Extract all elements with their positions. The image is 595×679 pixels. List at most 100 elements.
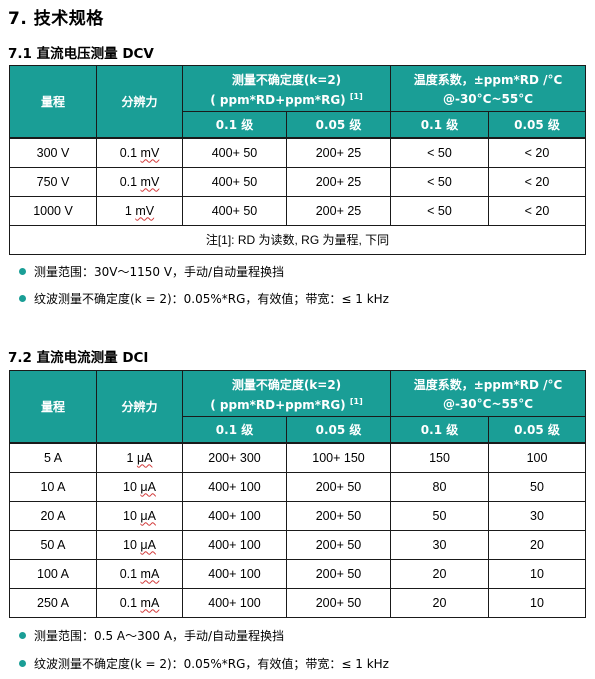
cell-tempco-005: 10: [488, 558, 586, 589]
header-tempco-grade-01: 0.1 级: [390, 416, 489, 443]
uncertainty-unit-line: ( ppm*RD+ppm*RG) [1]: [183, 92, 390, 107]
list-item: 测量范围：30V～1150 V，手动/自动量程换挡: [19, 263, 284, 280]
cell-tempco-005: 10: [488, 587, 586, 618]
cell-range: 1000 V: [9, 195, 97, 226]
cell-uncertainty-005: 200+ 25: [286, 195, 391, 226]
cell-range: 100 A: [9, 558, 97, 589]
table-row: 300 V 0.1 mV 400+ 50 200+ 25 < 50 < 20: [9, 137, 586, 168]
header-range: 量程: [9, 370, 97, 443]
bullet-dot-icon: [19, 660, 26, 667]
bullet-dot-icon: [19, 268, 26, 275]
section-title: 7. 技术规格: [8, 9, 104, 29]
header-range: 量程: [9, 65, 97, 138]
cell-tempco-005: 30: [488, 500, 586, 531]
list-item: 纹波测量不确定度(k = 2)：0.05%*RG，有效值；带宽：≤ 1 kHz: [19, 290, 389, 307]
header-grade-01: 0.1 级: [182, 111, 287, 138]
cell-resolution: 1 μA: [96, 442, 183, 473]
cell-uncertainty-005: 200+ 50: [286, 587, 391, 618]
dcv-table: 量程 分辨力 测量不确定度(k=2) ( ppm*RD+ppm*RG) [1] …: [9, 65, 586, 255]
cell-uncertainty-01: 400+ 50: [182, 137, 287, 168]
dcv-title: 7.1 直流电压测量 DCV: [8, 46, 154, 62]
cell-tempco-01: < 50: [390, 166, 489, 197]
dci-title: 7.2 直流电流测量 DCI: [8, 350, 149, 366]
tempco-title: 温度系数，±ppm*RD /°C: [413, 378, 563, 392]
cell-uncertainty-005: 100+ 150: [286, 442, 391, 473]
cell-resolution: 0.1 mA: [96, 587, 183, 618]
table-row: 5 A 1 μA 200+ 300 100+ 150 150 100: [9, 442, 586, 473]
header-tempco: 温度系数，±ppm*RD /°C @-30°C~55°C: [390, 65, 586, 112]
cell-range: 250 A: [9, 587, 97, 618]
header-tempco-grade-005: 0.05 级: [488, 111, 586, 138]
cell-tempco-01: 20: [390, 587, 489, 618]
cell-uncertainty-005: 200+ 25: [286, 166, 391, 197]
cell-resolution: 0.1 mV: [96, 166, 183, 197]
uncertainty-unit-line: ( ppm*RD+ppm*RG) [1]: [183, 397, 390, 412]
cell-resolution: 10 μA: [96, 471, 183, 502]
cell-tempco-005: 100: [488, 442, 586, 473]
cell-resolution: 0.1 mA: [96, 558, 183, 589]
cell-uncertainty-01: 200+ 300: [182, 442, 287, 473]
cell-uncertainty-005: 200+ 50: [286, 471, 391, 502]
uncertainty-title: 测量不确定度(k=2): [231, 72, 342, 87]
cell-uncertainty-01: 400+ 50: [182, 166, 287, 197]
list-item: 纹波测量不确定度(k = 2)：0.05%*RG，有效值；带宽：≤ 1 kHz: [19, 655, 389, 672]
cell-tempco-01: 80: [390, 471, 489, 502]
uncertainty-unit: ( ppm*RD+ppm*RG): [210, 92, 346, 107]
table-row: 1000 V 1 mV 400+ 50 200+ 25 < 50 < 20: [9, 195, 586, 226]
bullet-dot-icon: [19, 295, 26, 302]
cell-range: 5 A: [9, 442, 97, 473]
header-grade-005: 0.05 级: [286, 111, 391, 138]
table-row: 20 A 10 μA 400+ 100 200+ 50 50 30: [9, 500, 586, 531]
cell-tempco-01: < 50: [390, 195, 489, 226]
cell-tempco-01: 50: [390, 500, 489, 531]
header-tempco: 温度系数，±ppm*RD /°C @-30°C~55°C: [390, 370, 586, 417]
header-tempco-grade-01: 0.1 级: [390, 111, 489, 138]
cell-tempco-005: 50: [488, 471, 586, 502]
header-grade-01: 0.1 级: [182, 416, 287, 443]
header-uncertainty: 测量不确定度(k=2) ( ppm*RD+ppm*RG) [1]: [182, 65, 391, 112]
cell-uncertainty-01: 400+ 100: [182, 587, 287, 618]
list-item: 测量范围：0.5 A～300 A，手动/自动量程换挡: [19, 627, 284, 644]
cell-uncertainty-005: 200+ 50: [286, 500, 391, 531]
cell-uncertainty-01: 400+ 100: [182, 500, 287, 531]
footnote-ref: [1]: [349, 396, 363, 406]
cell-uncertainty-01: 400+ 100: [182, 529, 287, 560]
cell-tempco-01: 20: [390, 558, 489, 589]
cell-tempco-005: < 20: [488, 195, 586, 226]
note-row: 注[1]: RD 为读数, RG 为量程, 下同: [9, 224, 586, 255]
bullet-dot-icon: [19, 632, 26, 639]
cell-tempco-005: < 20: [488, 137, 586, 168]
tempco-range: @-30°C~55°C: [442, 397, 534, 411]
cell-uncertainty-005: 200+ 50: [286, 529, 391, 560]
uncertainty-unit: ( ppm*RD+ppm*RG): [210, 397, 346, 412]
cell-tempco-005: < 20: [488, 166, 586, 197]
uncertainty-title: 测量不确定度(k=2): [231, 377, 342, 392]
header-grade-005: 0.05 级: [286, 416, 391, 443]
cell-resolution: 1 mV: [96, 195, 183, 226]
header-uncertainty: 测量不确定度(k=2) ( ppm*RD+ppm*RG) [1]: [182, 370, 391, 417]
cell-tempco-01: 150: [390, 442, 489, 473]
cell-uncertainty-005: 200+ 25: [286, 137, 391, 168]
cell-uncertainty-01: 400+ 100: [182, 558, 287, 589]
cell-tempco-005: 20: [488, 529, 586, 560]
dci-table: 量程 分辨力 测量不确定度(k=2) ( ppm*RD+ppm*RG) [1] …: [9, 370, 586, 618]
footnote: 注[1]: RD 为读数, RG 为量程, 下同: [9, 224, 586, 255]
cell-resolution: 10 μA: [96, 529, 183, 560]
header-resolution: 分辨力: [96, 370, 183, 443]
header-tempco-grade-005: 0.05 级: [488, 416, 586, 443]
tempco-range: @-30°C~55°C: [442, 92, 534, 106]
cell-uncertainty-01: 400+ 50: [182, 195, 287, 226]
cell-tempco-01: 30: [390, 529, 489, 560]
cell-range: 750 V: [9, 166, 97, 197]
cell-tempco-01: < 50: [390, 137, 489, 168]
table-row: 750 V 0.1 mV 400+ 50 200+ 25 < 50 < 20: [9, 166, 586, 197]
cell-uncertainty-01: 400+ 100: [182, 471, 287, 502]
table-row: 250 A 0.1 mA 400+ 100 200+ 50 20 10: [9, 587, 586, 618]
table-row: 10 A 10 μA 400+ 100 200+ 50 80 50: [9, 471, 586, 502]
cell-range: 50 A: [9, 529, 97, 560]
table-row: 50 A 10 μA 400+ 100 200+ 50 30 20: [9, 529, 586, 560]
tempco-title: 温度系数，±ppm*RD /°C: [413, 73, 563, 87]
cell-range: 300 V: [9, 137, 97, 168]
cell-uncertainty-005: 200+ 50: [286, 558, 391, 589]
